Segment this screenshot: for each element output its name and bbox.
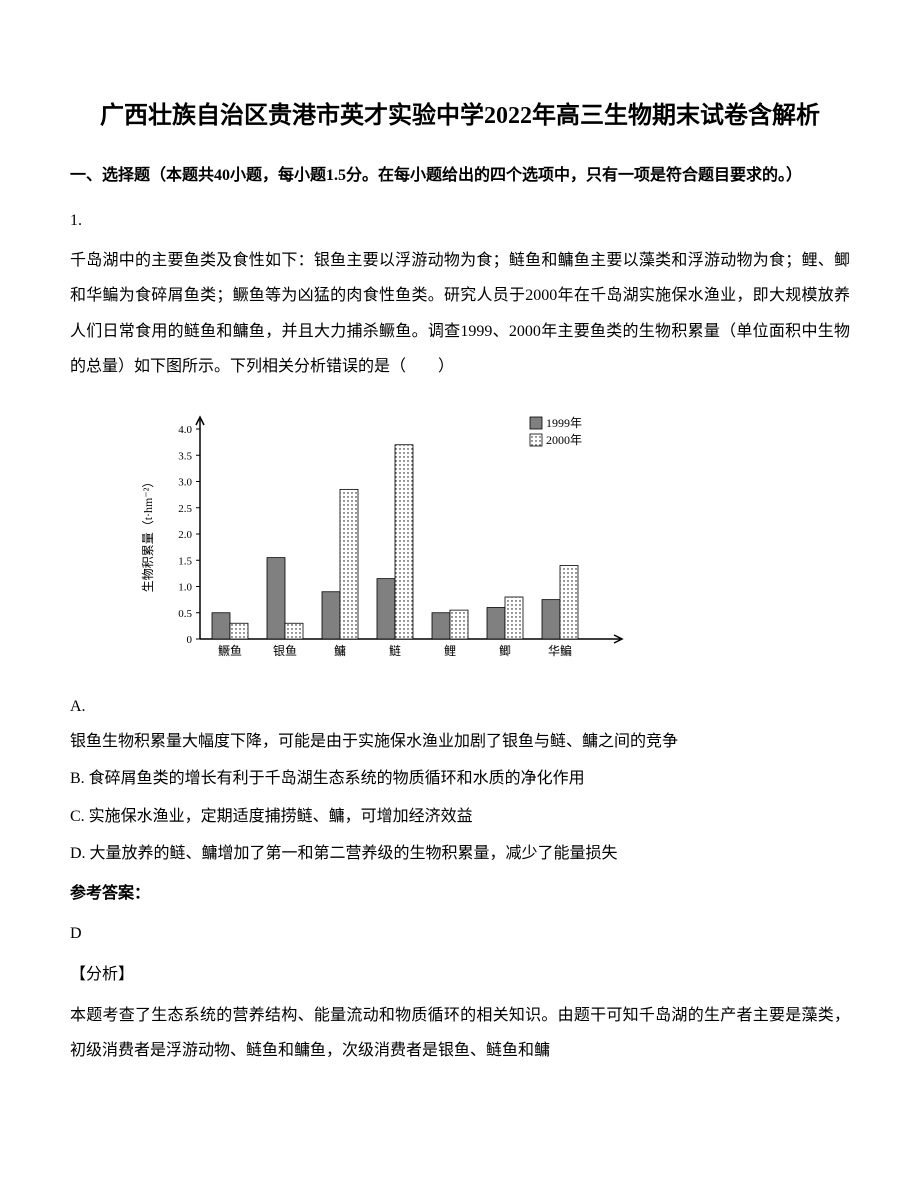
analysis-body: 本题考查了生态系统的营养结构、能量流动和物质循环的相关知识。由题干可知千岛湖的生… xyxy=(70,998,850,1068)
legend: 1999年 2000年 xyxy=(530,416,582,447)
y-label: 生物积累量（t·hm⁻²） xyxy=(141,476,155,593)
document-title: 广西壮族自治区贵港市英才实验中学2022年高三生物期末试卷含解析 xyxy=(70,100,850,134)
bar-1999-5 xyxy=(487,607,505,639)
question-body: 千岛湖中的主要鱼类及食性如下：银鱼主要以浮游动物为食；鲢鱼和鳙鱼主要以藻类和浮游… xyxy=(70,243,850,384)
ytick-1: 0.5 xyxy=(178,608,192,620)
ytick-2: 1.0 xyxy=(178,581,192,593)
ytick-6: 3.0 xyxy=(178,476,192,488)
bar-1999-4 xyxy=(432,613,450,639)
analysis-header: 【分析】 xyxy=(70,962,850,988)
legend-1999-label: 1999年 xyxy=(546,416,582,430)
bar-2000-4 xyxy=(450,610,468,639)
cat-5: 鲫 xyxy=(499,644,511,658)
section-header: 一、选择题（本题共40小题，每小题1.5分。在每小题给出的四个选项中，只有一项是… xyxy=(70,164,850,188)
bar-2000-0 xyxy=(230,623,248,639)
ytick-4: 2.0 xyxy=(178,529,192,541)
bar-1999-6 xyxy=(542,600,560,639)
bar-1999-2 xyxy=(322,592,340,639)
bars: 鳜鱼 银鱼 鳙 鲢 鲤 鲫 华鳊 xyxy=(212,445,578,658)
question-number: 1. xyxy=(70,208,850,234)
bar-2000-6 xyxy=(560,565,578,639)
legend-2000-swatch xyxy=(530,434,542,446)
ytick-0: 0 xyxy=(187,634,193,646)
answer-value: D xyxy=(70,921,850,947)
option-b: B. 食碎屑鱼类的增长有利于千岛湖生态系统的物质循环和水质的净化作用 xyxy=(70,761,850,796)
ytick-7: 3.5 xyxy=(178,450,192,462)
option-c: C. 实施保水渔业，定期适度捕捞鲢、鳙，可增加经济效益 xyxy=(70,799,850,834)
cat-6: 华鳊 xyxy=(548,643,572,658)
cat-3: 鲢 xyxy=(389,643,401,658)
bar-2000-2 xyxy=(340,489,358,639)
option-a: A. 银鱼生物积累量大幅度下降，可能是由于实施保水渔业加剧了银鱼与鲢、鳙之间的竞… xyxy=(70,689,850,759)
y-ticks: 0 0.5 1.0 1.5 2.0 2.5 3.0 3.5 4.0 xyxy=(178,424,200,646)
cat-2: 鳙 xyxy=(334,643,346,658)
ytick-8: 4.0 xyxy=(178,424,192,436)
legend-1999-swatch xyxy=(530,417,542,429)
biomass-chart: 0 0.5 1.0 1.5 2.0 2.5 3.0 3.5 4.0 生物积累量（… xyxy=(130,399,650,679)
bar-1999-3 xyxy=(377,579,395,639)
bar-1999-0 xyxy=(212,613,230,639)
bar-2000-3 xyxy=(395,445,413,639)
legend-2000-label: 2000年 xyxy=(546,433,582,447)
bar-1999-1 xyxy=(267,558,285,639)
bar-2000-1 xyxy=(285,623,303,639)
answer-header: 参考答案： xyxy=(70,881,850,907)
cat-1: 银鱼 xyxy=(273,644,297,658)
option-d: D. 大量放养的鲢、鳙增加了第一和第二营养级的生物积累量，减少了能量损失 xyxy=(70,836,850,871)
bar-2000-5 xyxy=(505,597,523,639)
chart-svg: 0 0.5 1.0 1.5 2.0 2.5 3.0 3.5 4.0 生物积累量（… xyxy=(130,399,650,679)
ytick-5: 2.5 xyxy=(178,503,192,515)
ytick-3: 1.5 xyxy=(178,555,192,567)
cat-4: 鲤 xyxy=(444,644,456,658)
cat-0: 鳜鱼 xyxy=(218,644,242,658)
